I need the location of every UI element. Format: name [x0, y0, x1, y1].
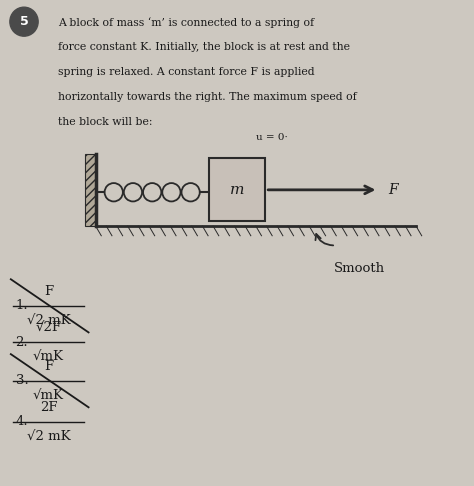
- Text: m: m: [230, 183, 244, 197]
- Text: 5: 5: [19, 15, 28, 28]
- Bar: [209, 158, 265, 221]
- Bar: [85, 154, 96, 226]
- Circle shape: [10, 7, 38, 36]
- Text: F: F: [44, 360, 53, 373]
- Text: Smooth: Smooth: [334, 262, 385, 276]
- Text: √mK: √mK: [33, 350, 64, 363]
- Text: 2F: 2F: [40, 401, 57, 414]
- Text: F: F: [388, 183, 397, 197]
- Text: u = 0·: u = 0·: [256, 133, 288, 141]
- Text: 3.: 3.: [16, 374, 28, 387]
- Text: force constant K. Initially, the block is at rest and the: force constant K. Initially, the block i…: [58, 42, 350, 52]
- Text: A block of mass ‘m’ is connected to a spring of: A block of mass ‘m’ is connected to a sp…: [58, 17, 314, 28]
- Text: √2 mK: √2 mK: [27, 314, 70, 327]
- Text: 4.: 4.: [16, 416, 28, 428]
- Text: horizontally towards the right. The maximum speed of: horizontally towards the right. The maxi…: [58, 92, 357, 102]
- Text: 2.: 2.: [16, 335, 28, 348]
- Text: √mK: √mK: [33, 389, 64, 402]
- Text: √2F: √2F: [36, 321, 62, 334]
- Text: the block will be:: the block will be:: [58, 117, 153, 127]
- Text: spring is relaxed. A constant force F is applied: spring is relaxed. A constant force F is…: [58, 67, 315, 77]
- Text: 1.: 1.: [16, 299, 28, 312]
- Text: √2 mK: √2 mK: [27, 430, 70, 443]
- Text: F: F: [44, 285, 53, 298]
